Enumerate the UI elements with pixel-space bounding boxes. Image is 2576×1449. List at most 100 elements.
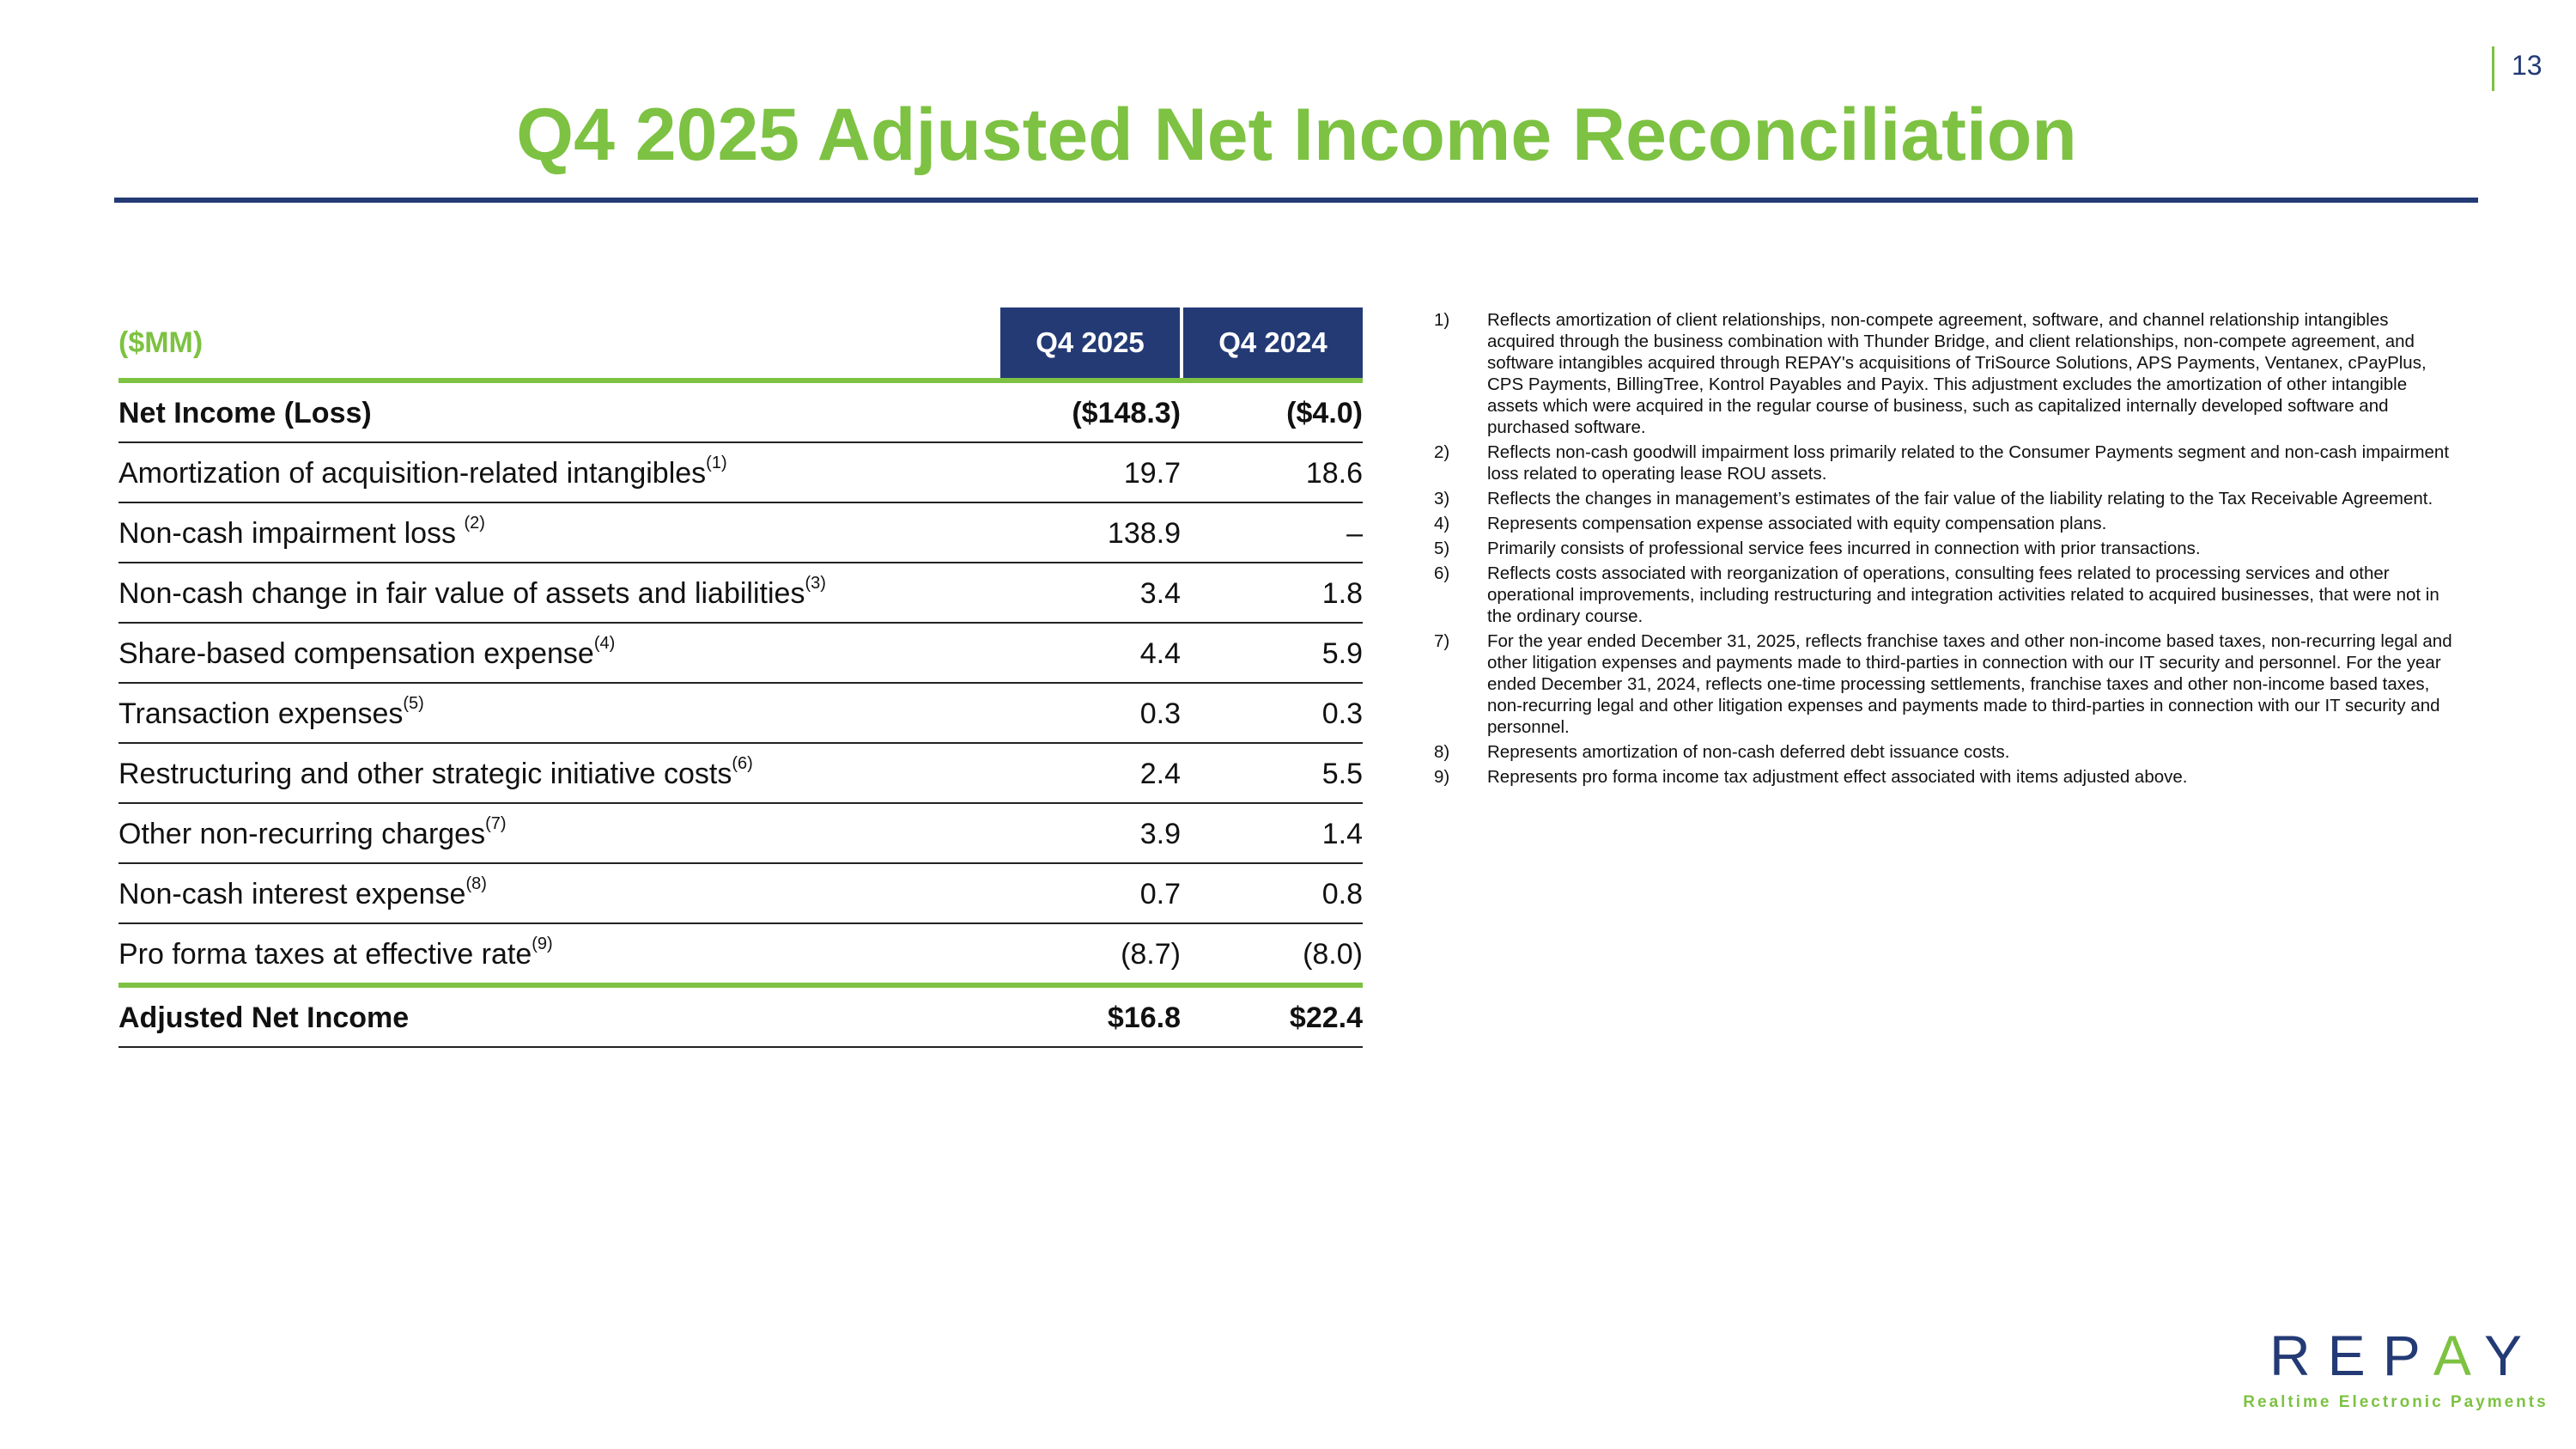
table-header: ($MM) Q4 2025 Q4 2024 xyxy=(118,307,1363,378)
footnote-ref: (1) xyxy=(706,454,727,472)
logo-wordmark: REPAY xyxy=(2269,1324,2539,1387)
row-label-text: Non-cash change in fair value of assets … xyxy=(118,577,805,610)
row-label: Amortization of acquisition-related inta… xyxy=(118,454,727,490)
value-q4-2025: (8.7) xyxy=(1121,938,1181,971)
table-row: Share-based compensation expense(4) 4.4 5.… xyxy=(118,624,1363,684)
footnote-item: 5) Primarily consists of professional ser… xyxy=(1434,538,2456,559)
value-q4-2025: 2.4 xyxy=(1139,758,1181,790)
row-label-text: Amortization of acquisition-related inta… xyxy=(118,457,707,490)
page-number-divider xyxy=(2492,46,2494,91)
repay-logo: REPAY Realtime Electronic Payments xyxy=(2233,1323,2559,1412)
value-q4-2024: ($4.0) xyxy=(1286,397,1363,429)
row-label: Other non-recurring charges(7) xyxy=(118,814,507,851)
row-label: Net Income (Loss) xyxy=(118,397,372,430)
footnote-text: Reflects the changes in management’s est… xyxy=(1487,489,2433,508)
footnote-ref: (5) xyxy=(403,694,424,713)
row-label: Non-cash interest expense(8) xyxy=(118,874,487,911)
footnote-number: 3) xyxy=(1434,489,1450,508)
title-divider xyxy=(114,198,2478,203)
column-header-q4-2024: Q4 2024 xyxy=(1183,307,1363,378)
table-row: Amortization of acquisition-related inta… xyxy=(118,443,1363,503)
value-q4-2025: 19.7 xyxy=(1123,457,1181,490)
row-label-text: Net Income (Loss) xyxy=(118,397,372,429)
table-row: Other non-recurring charges(7) 3.9 1.4 xyxy=(118,804,1363,864)
table-row: Net Income (Loss) ($148.3) ($4.0) xyxy=(118,383,1363,443)
row-label: Transaction expenses(5) xyxy=(118,694,424,731)
footnote-number: 4) xyxy=(1434,514,1450,533)
page-title: Q4 2025 Adjusted Net Income Reconciliati… xyxy=(516,94,2077,176)
footnote-item: 1) Reflects amortization of client relati… xyxy=(1434,309,2456,438)
footnote-ref: (2) xyxy=(464,514,485,533)
row-label: Non-cash impairment loss (2) xyxy=(118,514,485,551)
footnote-number: 1) xyxy=(1434,310,1450,330)
footnote-item: 9) Represents pro forma income tax adjust… xyxy=(1434,766,2456,788)
value-q4-2025: 3.4 xyxy=(1139,577,1181,610)
value-q4-2024: (8.0) xyxy=(1303,938,1363,971)
value-q4-2024: $22.4 xyxy=(1289,1002,1363,1034)
unit-label: ($MM) xyxy=(118,326,204,359)
value-q4-2025: 138.9 xyxy=(1107,517,1181,550)
row-label-text: Other non-recurring charges xyxy=(118,818,486,850)
footnote-item: 8) Represents amortization of non-cash de… xyxy=(1434,741,2456,763)
footnote-text: Represents pro forma income tax adjustme… xyxy=(1487,767,2188,787)
footnote-text: Reflects amortization of client relation… xyxy=(1487,310,2427,437)
footnote-number: 6) xyxy=(1434,563,1450,583)
footnote-number: 7) xyxy=(1434,631,1450,651)
footnote-text: Reflects costs associated with reorganiz… xyxy=(1487,563,2439,626)
value-q4-2024: 5.9 xyxy=(1321,637,1363,670)
table-row: Non-cash impairment loss (2) 138.9 – xyxy=(118,503,1363,563)
footnote-item: 2) Reflects non-cash goodwill impairment … xyxy=(1434,441,2456,484)
column-header-q4-2025: Q4 2025 xyxy=(1000,307,1180,378)
value-q4-2024: – xyxy=(1346,517,1363,550)
row-label-text: Non-cash interest expense xyxy=(118,878,466,910)
value-q4-2025: ($148.3) xyxy=(1072,397,1181,429)
row-label-text: Non-cash impairment loss xyxy=(118,517,465,550)
footnote-item: 3) Reflects the changes in management’s e… xyxy=(1434,488,2456,509)
footnote-number: 5) xyxy=(1434,539,1450,558)
table-row: Adjusted Net Income $16.8 $22.4 xyxy=(118,988,1363,1048)
value-q4-2024: 1.8 xyxy=(1321,577,1363,610)
row-label: Pro forma taxes at effective rate(9) xyxy=(118,935,553,971)
total-divider xyxy=(118,983,1363,988)
footnote-text: Represents compensation expense associat… xyxy=(1487,514,2107,533)
footnote-item: 7) For the year ended December 31, 2025, … xyxy=(1434,630,2456,738)
footnote-ref: (6) xyxy=(732,754,753,773)
footnote-number: 8) xyxy=(1434,742,1450,762)
footnote-text: For the year ended December 31, 2025, re… xyxy=(1487,631,2452,737)
row-label: Non-cash change in fair value of assets … xyxy=(118,574,826,611)
logo-tagline: Realtime Electronic Payments xyxy=(2243,1393,2549,1411)
value-q4-2024: 0.8 xyxy=(1321,878,1363,910)
row-label-text: Adjusted Net Income xyxy=(118,1002,410,1034)
value-q4-2024: 18.6 xyxy=(1305,457,1363,490)
footnote-ref: (3) xyxy=(805,574,826,593)
footnote-item: 4) Represents compensation expense associ… xyxy=(1434,513,2456,534)
value-q4-2025: 0.7 xyxy=(1139,878,1181,910)
footnote-ref: (4) xyxy=(593,634,616,653)
value-q4-2025: $16.8 xyxy=(1107,1002,1181,1034)
row-label-text: Pro forma taxes at effective rate xyxy=(118,938,532,971)
row-label: Restructuring and other strategic initia… xyxy=(118,754,753,791)
value-q4-2024: 0.3 xyxy=(1321,697,1363,730)
footnote-text: Represents amortization of non-cash defe… xyxy=(1487,742,2010,762)
value-q4-2025: 0.3 xyxy=(1139,697,1181,730)
footnote-ref: (9) xyxy=(532,935,553,953)
footnote-text: Reflects non-cash goodwill impairment lo… xyxy=(1487,442,2450,484)
row-label: Adjusted Net Income xyxy=(118,1002,409,1035)
page-number: 13 xyxy=(2512,50,2543,81)
table-row: Non-cash change in fair value of assets … xyxy=(118,563,1363,624)
value-q4-2024: 5.5 xyxy=(1321,758,1363,790)
table-row: Pro forma taxes at effective rate(9) (8.7… xyxy=(118,924,1363,983)
value-q4-2024: 1.4 xyxy=(1321,818,1363,850)
row-label-text: Restructuring and other strategic initia… xyxy=(118,758,732,790)
row-label-text: Transaction expenses xyxy=(118,697,404,730)
row-label-text: Share-based compensation expense xyxy=(118,637,594,670)
row-label: Share-based compensation expense(4) xyxy=(118,634,616,671)
reconciliation-table: ($MM) Q4 2025 Q4 2024 Net Income (Loss) (… xyxy=(118,307,1363,1048)
header-divider xyxy=(118,378,1363,383)
value-q4-2025: 4.4 xyxy=(1139,637,1181,670)
table-row: Restructuring and other strategic initia… xyxy=(118,744,1363,804)
footnote-ref: (7) xyxy=(485,814,507,833)
footnote-number: 9) xyxy=(1434,767,1450,787)
footnote-number: 2) xyxy=(1434,442,1450,462)
footnote-text: Primarily consists of professional servi… xyxy=(1487,539,2201,558)
